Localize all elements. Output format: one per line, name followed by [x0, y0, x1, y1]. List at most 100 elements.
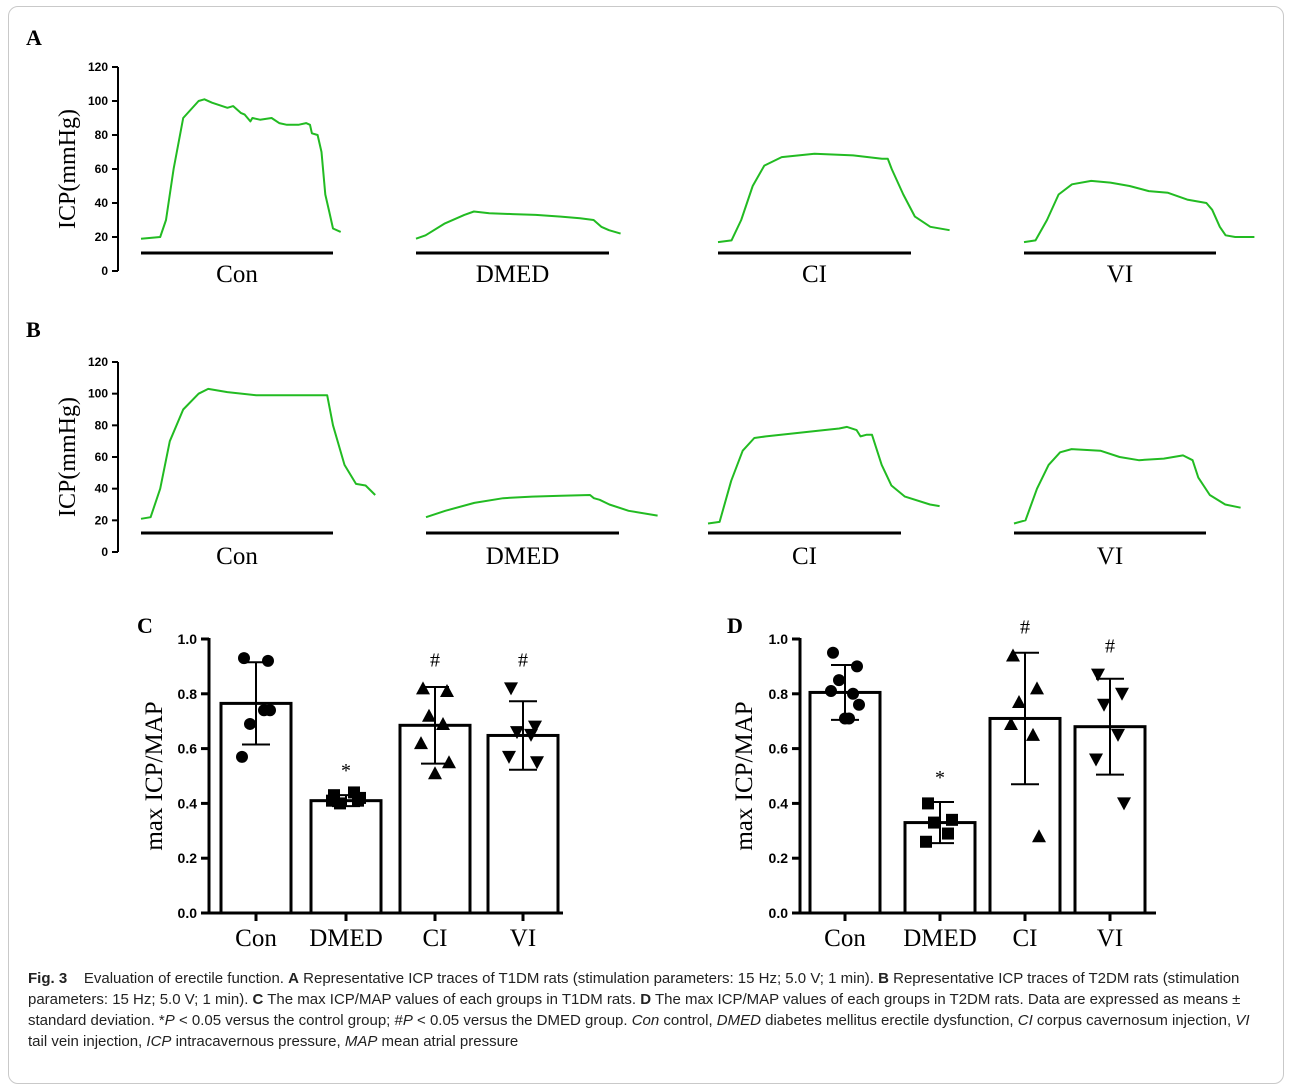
- data-point: [1004, 716, 1018, 730]
- caption-segment: mean atrial pressure: [377, 1033, 519, 1050]
- trace-label: VI: [1097, 543, 1123, 570]
- y-axis-label: max ICP/MAP: [731, 701, 758, 850]
- y-tick-label: 0.8: [178, 686, 198, 702]
- data-point: [264, 704, 276, 717]
- data-point: [825, 685, 837, 698]
- y-tick-label: 0.4: [178, 795, 198, 811]
- x-tick-label: Con: [824, 925, 866, 952]
- data-point: [1032, 829, 1046, 843]
- data-point: [928, 816, 940, 829]
- y-tick-label: 60: [95, 450, 109, 464]
- y-tick-label: 40: [95, 196, 109, 210]
- trace-label: VI: [1107, 261, 1133, 288]
- data-point: [1115, 687, 1129, 701]
- data-point: [946, 813, 958, 826]
- caption-segment: MAP: [344, 1033, 378, 1050]
- data-point: [853, 698, 865, 711]
- data-point: [851, 660, 863, 673]
- x-tick-label: CI: [423, 925, 448, 952]
- y-tick-label: 0.2: [769, 850, 789, 866]
- data-point: [416, 681, 430, 695]
- caption-segment: The max ICP/MAP values of each groups in…: [263, 991, 641, 1008]
- y-tick-label: 100: [88, 94, 108, 108]
- data-point: [1026, 727, 1040, 741]
- y-tick-label: 0.6: [178, 741, 198, 757]
- caption-segment: B: [878, 970, 889, 987]
- caption-segment: P: [164, 1012, 175, 1029]
- caption-fig-label: Fig. 3: [28, 970, 68, 987]
- y-tick-label: 0.0: [178, 905, 198, 921]
- data-point: [942, 827, 954, 840]
- bar-con: [808, 690, 882, 915]
- data-point: [1117, 797, 1131, 811]
- icp-trace-vi: [1013, 448, 1241, 525]
- significance-marker: #: [1020, 616, 1030, 638]
- data-point: [244, 717, 256, 730]
- data-point: [422, 708, 436, 722]
- data-point: [843, 712, 855, 725]
- data-point: [922, 797, 934, 810]
- y-axis-label: max ICP/MAP: [141, 701, 168, 850]
- y-tick-label: 0.0: [769, 905, 789, 921]
- caption-segment: Con: [631, 1012, 660, 1029]
- data-point: [1089, 753, 1103, 767]
- caption-segment: control,: [659, 1012, 717, 1029]
- caption-segment: D: [640, 991, 652, 1008]
- caption-segment: diabetes mellitus erectile dysfunction,: [760, 1012, 1018, 1029]
- data-point: [238, 652, 250, 665]
- data-point: [833, 674, 845, 687]
- y-tick-label: 120: [88, 355, 108, 369]
- trace-label: Con: [216, 261, 258, 288]
- caption-segment: < 0.05 versus the DMED group.: [412, 1012, 632, 1029]
- panel-d: D 0.0 0.2 0.4 0.6 0.8 1.0 max ICP/MAP Con DMED * CI…: [727, 613, 1156, 952]
- caption-title: Evaluation of erectile function.: [83, 970, 284, 987]
- data-point: [847, 687, 859, 700]
- y-tick-label: 0: [101, 264, 108, 278]
- caption-segment: < 0.05 versus the control group; #: [174, 1012, 403, 1029]
- data-point: [428, 766, 442, 780]
- x-tick-label: CI: [1013, 925, 1038, 952]
- significance-marker: #: [430, 649, 440, 671]
- y-tick-label: 60: [95, 162, 109, 176]
- data-point: [354, 791, 366, 804]
- icp-trace-vi: [1023, 179, 1255, 244]
- data-point: [502, 750, 516, 764]
- data-point: [504, 682, 518, 696]
- trace-label: DMED: [476, 261, 550, 288]
- data-point: [442, 755, 456, 769]
- panel-label: A: [26, 25, 42, 50]
- caption-segment: Representative ICP traces of T1DM rats (…: [299, 970, 879, 987]
- panel-label: C: [137, 613, 153, 638]
- data-point: [440, 684, 454, 698]
- y-axis-label: ICP(mmHg): [55, 109, 81, 229]
- icp-trace-con: [140, 98, 342, 240]
- caption-segment: A: [288, 970, 299, 987]
- figure-caption: Fig. 3 Evaluation of erectile function. …: [28, 968, 1268, 1052]
- panel-label: B: [26, 317, 41, 342]
- panel-label: D: [727, 613, 743, 638]
- x-tick-label: VI: [1097, 925, 1123, 952]
- significance-marker: #: [1105, 636, 1115, 658]
- caption-segment: C: [252, 991, 264, 1008]
- data-point: [528, 720, 542, 734]
- trace-label: DMED: [486, 543, 560, 570]
- data-point: [262, 654, 274, 667]
- x-tick-label: Con: [235, 925, 277, 952]
- y-tick-label: 1.0: [769, 631, 789, 647]
- y-tick-label: 80: [95, 418, 109, 432]
- x-tick-label: VI: [510, 925, 536, 952]
- x-tick-label: DMED: [903, 925, 977, 952]
- data-point: [236, 750, 248, 763]
- y-tick-label: 0: [101, 545, 108, 559]
- caption-segment: corpus cavernosum injection,: [1032, 1012, 1236, 1029]
- caption-segment: VI: [1235, 1012, 1250, 1029]
- data-point: [1091, 668, 1105, 682]
- x-tick-label: DMED: [309, 925, 383, 952]
- data-point: [920, 835, 932, 848]
- data-point: [524, 728, 538, 742]
- icp-trace-ci: [717, 152, 950, 244]
- icp-trace-dmed: [415, 210, 621, 240]
- y-tick-label: 20: [95, 513, 109, 527]
- y-tick-label: 80: [95, 128, 109, 142]
